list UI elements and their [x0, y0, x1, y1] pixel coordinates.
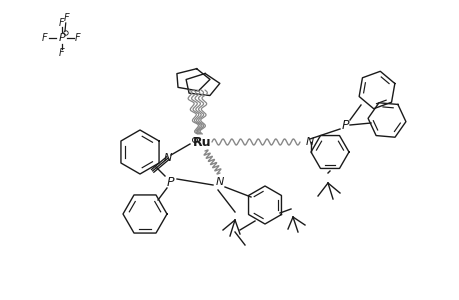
Text: N: N — [305, 137, 313, 147]
Text: N: N — [163, 153, 172, 163]
Text: Ru: Ru — [192, 136, 211, 148]
Text: F: F — [75, 33, 81, 43]
Text: P: P — [58, 33, 65, 43]
Text: P: P — [341, 118, 348, 131]
Text: P: P — [166, 176, 174, 188]
Text: N: N — [215, 177, 224, 187]
Text: F: F — [59, 48, 65, 58]
Text: F: F — [42, 33, 48, 43]
Text: F: F — [59, 18, 65, 28]
Text: F: F — [64, 13, 70, 23]
